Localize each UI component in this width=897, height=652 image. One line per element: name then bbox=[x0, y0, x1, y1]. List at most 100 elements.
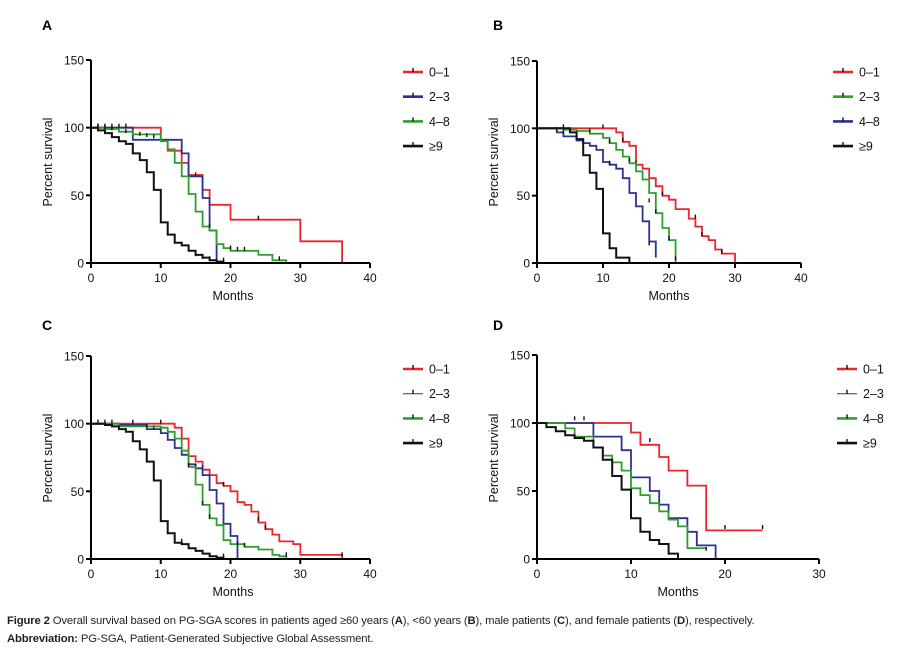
panel-c: C 0 50 100 150 0 10 20 30 40 Months Percent surviva… bbox=[41, 317, 450, 599]
x-tick-label: 0 bbox=[88, 271, 95, 285]
legend-item: 4–8 bbox=[833, 115, 880, 129]
caption-part: ), male patients ( bbox=[475, 615, 558, 627]
caption-part: Overall survival based on PG-SGA scores … bbox=[49, 615, 395, 627]
y-tick-label: 150 bbox=[510, 55, 530, 69]
panel-b: B 0 50 100 150 0 10 20 30 40 Months Percent surviva… bbox=[487, 17, 880, 303]
y-tick-label: 150 bbox=[64, 350, 84, 364]
legend-label: 2–3 bbox=[863, 387, 884, 401]
legend-label: 2–3 bbox=[859, 90, 880, 104]
series-group bbox=[537, 124, 736, 263]
x-tick-label: 20 bbox=[224, 567, 238, 581]
legend-item: 0–1 bbox=[837, 363, 884, 377]
survival-curve-4-8 bbox=[537, 422, 707, 549]
legend-label: 4–8 bbox=[863, 412, 884, 426]
panel-letter: D bbox=[493, 317, 503, 333]
x-tick-label: 10 bbox=[624, 567, 638, 581]
legend-item: ≥9 bbox=[837, 437, 877, 451]
caption-line-1: Figure 2 Overall survival based on PG-SG… bbox=[7, 612, 887, 630]
survival-curve-0-1 bbox=[537, 127, 736, 263]
y-tick-label: 50 bbox=[517, 189, 531, 203]
axes: 0 50 100 150 0 10 20 30 40 bbox=[64, 54, 377, 286]
caption-part: ), and female patients ( bbox=[564, 615, 677, 627]
legend-item: ≥9 bbox=[403, 437, 443, 451]
abbreviation-label: Abbreviation: bbox=[7, 633, 78, 645]
caption-part: B bbox=[467, 615, 476, 627]
survival-curve--9 bbox=[91, 422, 225, 559]
x-tick-label: 30 bbox=[812, 567, 826, 581]
legend-label: 4–8 bbox=[859, 115, 880, 129]
legend-label: 4–8 bbox=[429, 412, 450, 426]
x-axis-title: Months bbox=[649, 289, 690, 303]
legend-label: 0–1 bbox=[429, 66, 450, 80]
caption-line-2: Abbreviation: PG-SGA, Patient-Generated … bbox=[7, 630, 887, 648]
figure-caption: Figure 2 Overall survival based on PG-SG… bbox=[7, 612, 887, 648]
x-tick-label: 0 bbox=[534, 271, 541, 285]
x-tick-label: 30 bbox=[728, 271, 742, 285]
legend: 0–1 2–3 4–8 ≥9 bbox=[403, 66, 450, 154]
y-tick-label: 150 bbox=[64, 54, 84, 68]
legend-item: 2–3 bbox=[403, 90, 450, 104]
axes: 0 50 100 150 0 10 20 30 40 bbox=[510, 55, 808, 286]
legend-label: ≥9 bbox=[429, 140, 443, 154]
caption-part: A bbox=[394, 615, 403, 627]
y-tick-label: 0 bbox=[523, 553, 530, 567]
y-tick-label: 0 bbox=[77, 553, 84, 567]
x-tick-label: 30 bbox=[294, 567, 308, 581]
axes: 0 50 100 150 0 10 20 30 40 bbox=[64, 350, 377, 582]
y-tick-label: 0 bbox=[523, 257, 530, 271]
legend-label: 2–3 bbox=[429, 387, 450, 401]
x-tick-label: 10 bbox=[154, 271, 168, 285]
x-tick-label: 40 bbox=[363, 567, 377, 581]
y-tick-label: 50 bbox=[71, 189, 85, 203]
legend-item: 2–3 bbox=[833, 90, 880, 104]
x-tick-label: 40 bbox=[363, 271, 377, 285]
panel-letter: A bbox=[42, 17, 52, 33]
legend-item: 4–8 bbox=[403, 115, 450, 129]
y-axis-title: Percent survival bbox=[487, 414, 501, 503]
legend-label: ≥9 bbox=[863, 437, 877, 451]
y-tick-label: 100 bbox=[64, 417, 84, 431]
survival-curve-2-3 bbox=[537, 127, 677, 263]
legend: 0–1 2–3 4–8 ≥9 bbox=[403, 363, 450, 451]
legend-item: 4–8 bbox=[403, 412, 450, 426]
y-axis-title: Percent survival bbox=[41, 414, 55, 503]
series-group bbox=[91, 123, 343, 263]
legend: 0–1 2–3 4–8 ≥9 bbox=[837, 363, 884, 451]
y-tick-label: 100 bbox=[64, 121, 84, 135]
y-tick-label: 100 bbox=[510, 122, 530, 136]
survival-curve--9 bbox=[537, 422, 679, 559]
caption-part: D bbox=[676, 615, 685, 627]
caption-part: ), respectively. bbox=[684, 615, 755, 627]
caption-part: C bbox=[556, 615, 565, 627]
survival-curve--9 bbox=[537, 127, 631, 263]
survival-curve-2-3 bbox=[91, 422, 239, 559]
y-tick-label: 0 bbox=[77, 257, 84, 271]
x-tick-label: 0 bbox=[534, 567, 541, 581]
survival-curve-4-8 bbox=[91, 126, 288, 263]
legend-item: 2–3 bbox=[403, 387, 450, 401]
x-axis-title: Months bbox=[213, 585, 254, 599]
legend-label: 0–1 bbox=[429, 363, 450, 377]
caption-part: Figure 2 bbox=[7, 615, 50, 627]
y-tick-label: 150 bbox=[510, 349, 530, 363]
y-axis-title: Percent survival bbox=[487, 118, 501, 207]
legend-label: 0–1 bbox=[863, 363, 884, 377]
panel-letter: C bbox=[42, 317, 52, 333]
axes: 0 50 100 150 0 10 20 30 bbox=[510, 349, 826, 582]
y-tick-label: 100 bbox=[510, 417, 530, 431]
x-tick-label: 20 bbox=[662, 271, 676, 285]
y-tick-label: 50 bbox=[517, 485, 531, 499]
caption-part: ), <60 years ( bbox=[402, 615, 468, 627]
x-axis-title: Months bbox=[658, 585, 699, 599]
y-axis-title: Percent survival bbox=[41, 118, 55, 207]
legend-item: 4–8 bbox=[837, 412, 884, 426]
legend-label: ≥9 bbox=[429, 437, 443, 451]
panel-letter: B bbox=[493, 17, 503, 33]
legend-item: 0–1 bbox=[833, 66, 880, 80]
x-tick-label: 30 bbox=[294, 271, 308, 285]
legend-label: ≥9 bbox=[859, 140, 873, 154]
survival-curve-0-1 bbox=[537, 422, 763, 532]
abbreviation-text: PG-SGA, Patient-Generated Subjective Glo… bbox=[77, 633, 374, 645]
legend: 0–1 2–3 4–8 ≥9 bbox=[833, 66, 880, 154]
